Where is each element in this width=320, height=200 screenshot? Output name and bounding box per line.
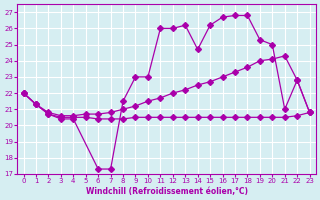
X-axis label: Windchill (Refroidissement éolien,°C): Windchill (Refroidissement éolien,°C): [85, 187, 248, 196]
